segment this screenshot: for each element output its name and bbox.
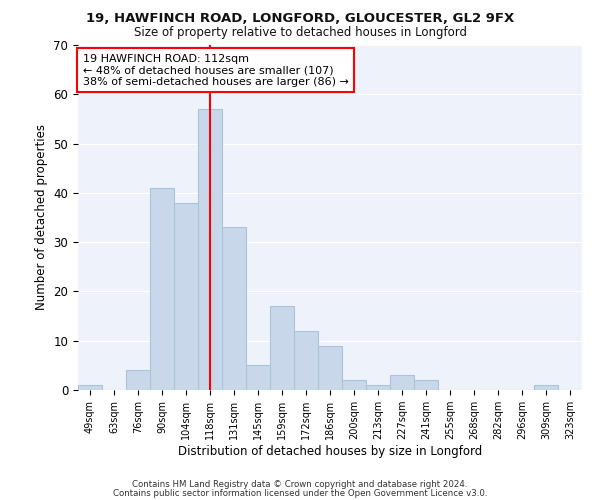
Text: 19, HAWFINCH ROAD, LONGFORD, GLOUCESTER, GL2 9FX: 19, HAWFINCH ROAD, LONGFORD, GLOUCESTER,… xyxy=(86,12,514,26)
Bar xyxy=(366,385,390,390)
Y-axis label: Number of detached properties: Number of detached properties xyxy=(35,124,48,310)
Bar xyxy=(390,375,414,390)
Bar xyxy=(150,188,174,390)
Bar xyxy=(222,228,246,390)
Bar xyxy=(246,366,270,390)
Bar xyxy=(270,306,294,390)
Bar xyxy=(198,109,222,390)
Text: Contains HM Land Registry data © Crown copyright and database right 2024.: Contains HM Land Registry data © Crown c… xyxy=(132,480,468,489)
Text: Contains public sector information licensed under the Open Government Licence v3: Contains public sector information licen… xyxy=(113,488,487,498)
Text: Size of property relative to detached houses in Longford: Size of property relative to detached ho… xyxy=(133,26,467,39)
Text: 19 HAWFINCH ROAD: 112sqm
← 48% of detached houses are smaller (107)
38% of semi-: 19 HAWFINCH ROAD: 112sqm ← 48% of detach… xyxy=(83,54,349,87)
Bar xyxy=(126,370,150,390)
Bar xyxy=(174,202,198,390)
Bar xyxy=(342,380,366,390)
Bar xyxy=(318,346,342,390)
Bar xyxy=(78,385,102,390)
Bar xyxy=(534,385,558,390)
X-axis label: Distribution of detached houses by size in Longford: Distribution of detached houses by size … xyxy=(178,445,482,458)
Bar xyxy=(414,380,438,390)
Bar xyxy=(294,331,318,390)
